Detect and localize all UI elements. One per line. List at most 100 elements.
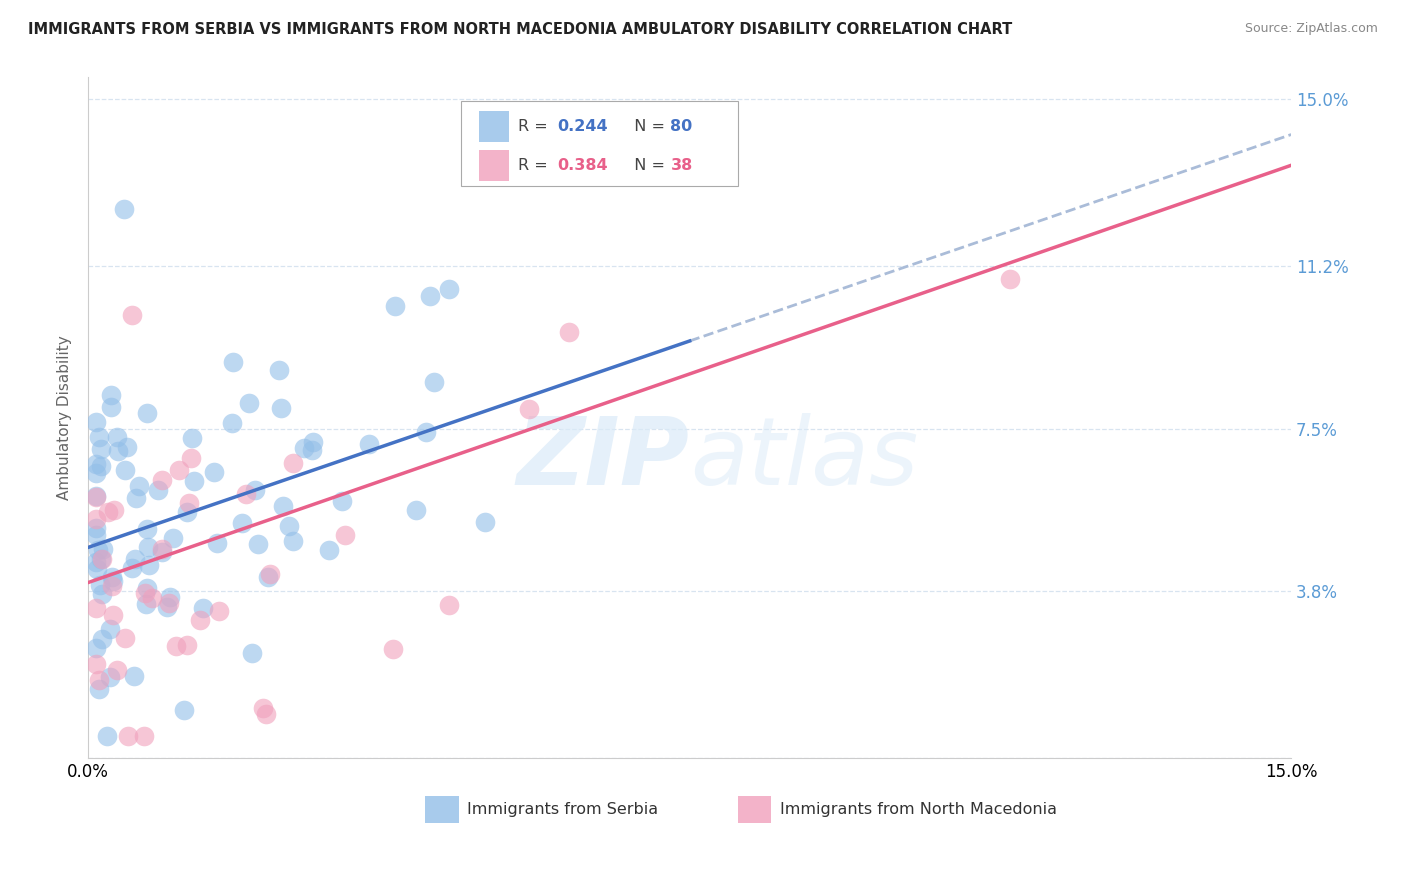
Point — [138, 558, 160, 573]
Point — [141, 591, 163, 605]
Point — [150, 545, 173, 559]
Point — [245, 483, 267, 497]
Point — [437, 282, 460, 296]
Bar — [738, 796, 772, 823]
Point — [101, 607, 124, 622]
Point — [101, 579, 124, 593]
Point — [125, 491, 148, 506]
Point — [84, 457, 107, 471]
Point — [124, 669, 146, 683]
Point — [105, 663, 128, 677]
Point — [128, 479, 150, 493]
Bar — [479, 151, 509, 181]
Point — [221, 355, 243, 369]
Point — [84, 641, 107, 656]
Point — [114, 631, 136, 645]
Point — [90, 442, 112, 456]
Point — [100, 400, 122, 414]
Text: R =: R = — [517, 120, 553, 134]
Point — [415, 425, 437, 440]
Point — [357, 436, 380, 450]
Y-axis label: Ambulatory Disability: Ambulatory Disability — [58, 335, 72, 500]
Point — [84, 415, 107, 429]
Point — [84, 601, 107, 615]
Point — [252, 700, 274, 714]
Point — [1000, 272, 1022, 286]
Point — [90, 552, 112, 566]
Point — [135, 581, 157, 595]
Point — [97, 505, 120, 519]
Point — [437, 598, 460, 612]
Point — [165, 639, 187, 653]
Point — [84, 490, 107, 504]
Point — [89, 577, 111, 591]
Point — [84, 657, 107, 671]
Point — [90, 458, 112, 473]
Point — [98, 622, 121, 636]
Point — [146, 483, 169, 497]
Point — [100, 388, 122, 402]
Point — [474, 516, 496, 530]
Point — [159, 590, 181, 604]
Point — [103, 503, 125, 517]
Text: N =: N = — [623, 120, 669, 134]
Point — [98, 670, 121, 684]
Point — [84, 521, 107, 535]
Point — [238, 396, 260, 410]
Point — [281, 457, 304, 471]
Point — [114, 202, 136, 216]
Point — [277, 519, 299, 533]
Point — [231, 516, 253, 530]
Point — [84, 511, 107, 525]
Point — [115, 440, 138, 454]
Point — [181, 431, 204, 445]
Point — [419, 289, 441, 303]
Point — [270, 401, 292, 416]
Point — [247, 537, 270, 551]
Bar — [425, 796, 458, 823]
Point — [318, 543, 340, 558]
Point — [157, 596, 180, 610]
Text: IMMIGRANTS FROM SERBIA VS IMMIGRANTS FROM NORTH MACEDONIA AMBULATORY DISABILITY : IMMIGRANTS FROM SERBIA VS IMMIGRANTS FRO… — [28, 22, 1012, 37]
Point — [136, 541, 159, 555]
Point — [101, 570, 124, 584]
Point — [121, 561, 143, 575]
Point — [173, 703, 195, 717]
Point — [294, 442, 316, 456]
Point — [150, 542, 173, 557]
Text: Immigrants from North Macedonia: Immigrants from North Macedonia — [780, 802, 1057, 817]
Point — [179, 496, 201, 510]
Point — [135, 597, 157, 611]
FancyBboxPatch shape — [461, 102, 738, 186]
Point — [188, 613, 211, 627]
Point — [84, 489, 107, 503]
Point — [107, 429, 129, 443]
Point — [384, 299, 406, 313]
Point — [87, 682, 110, 697]
Point — [180, 450, 202, 465]
Point — [281, 533, 304, 548]
Point — [176, 505, 198, 519]
Point — [121, 308, 143, 322]
Text: 0.244: 0.244 — [557, 120, 607, 134]
Point — [221, 417, 243, 431]
Point — [103, 574, 125, 588]
Point — [302, 434, 325, 449]
Text: N =: N = — [623, 158, 669, 173]
Point — [87, 543, 110, 558]
Bar — [479, 112, 509, 142]
Point — [405, 502, 427, 516]
Point — [107, 443, 129, 458]
Point — [267, 363, 290, 377]
Point — [191, 601, 214, 615]
Point — [84, 528, 107, 542]
Point — [114, 462, 136, 476]
Point — [301, 442, 323, 457]
Text: 38: 38 — [671, 158, 693, 173]
Point — [87, 430, 110, 444]
Point — [91, 587, 114, 601]
Point — [517, 402, 540, 417]
Text: Source: ZipAtlas.com: Source: ZipAtlas.com — [1244, 22, 1378, 36]
Point — [134, 586, 156, 600]
Point — [205, 535, 228, 549]
